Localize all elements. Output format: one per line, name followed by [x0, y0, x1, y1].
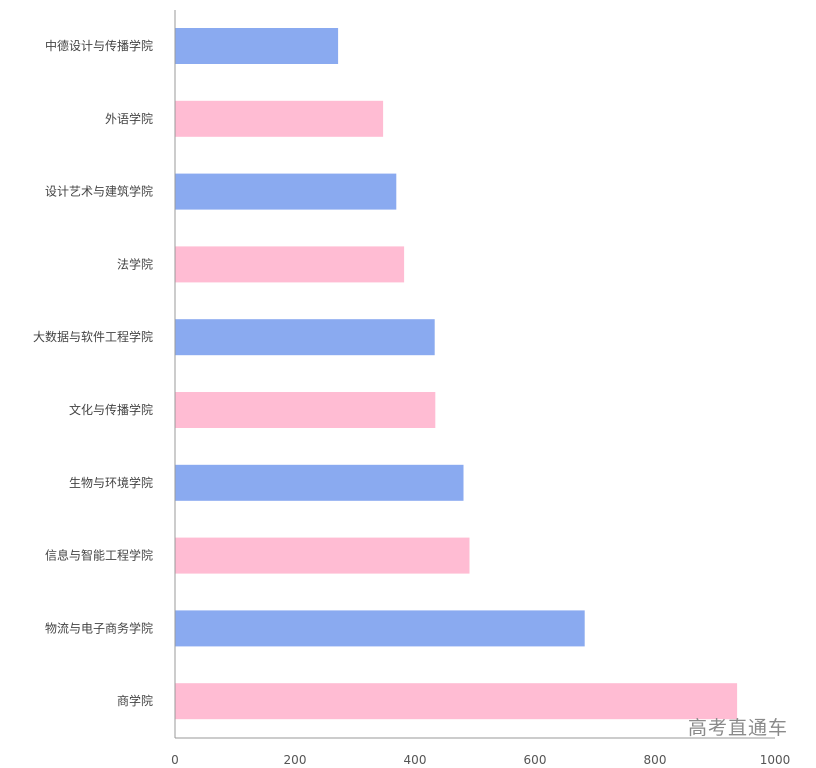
x-tick-labels: 0 200 400 600 800 1000 — [171, 753, 790, 767]
category-label: 外语学院 — [105, 111, 153, 126]
category-label: 设计艺术与建筑学院 — [45, 184, 153, 199]
x-tick-label: 200 — [284, 753, 307, 767]
category-label: 法学院 — [117, 256, 153, 271]
watermark-text: 高考直通车 — [687, 717, 788, 739]
bar — [175, 100, 384, 137]
x-tick-label: 0 — [171, 753, 179, 767]
x-tick-label: 600 — [524, 753, 547, 767]
bar — [175, 464, 464, 501]
bar — [175, 28, 339, 64]
bar — [175, 319, 435, 356]
category-label: 商学院 — [117, 693, 153, 708]
category-label: 中德设计与传播学院 — [45, 38, 153, 53]
category-label: 生物与环境学院 — [69, 475, 153, 490]
bar — [175, 392, 436, 428]
x-tick-label: 400 — [404, 753, 427, 767]
x-tick-label: 1000 — [760, 753, 791, 767]
bar — [175, 246, 405, 283]
bar — [175, 173, 397, 210]
category-label: 物流与电子商务学院 — [45, 620, 153, 635]
bar — [175, 610, 585, 647]
bar — [175, 683, 738, 720]
category-labels: 中德设计与传播学院外语学院设计艺术与建筑学院法学院大数据与软件工程学院文化与传播… — [33, 38, 153, 708]
x-tick-label: 800 — [644, 753, 667, 767]
bar — [175, 537, 470, 574]
category-label: 信息与智能工程学院 — [45, 548, 153, 563]
category-label: 大数据与软件工程学院 — [33, 329, 153, 344]
category-label: 文化与传播学院 — [69, 402, 153, 417]
bars-group — [175, 28, 738, 720]
